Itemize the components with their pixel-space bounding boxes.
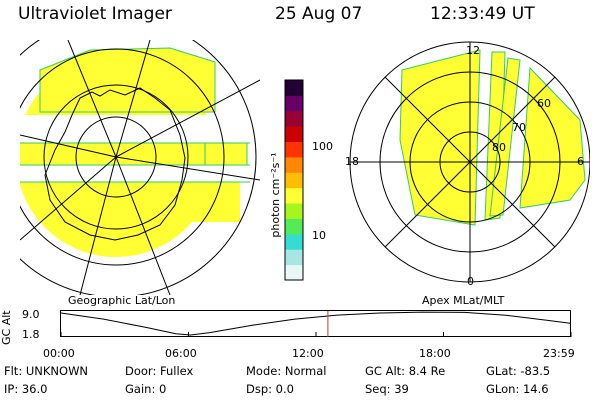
lat-80-label: 80 xyxy=(492,141,506,154)
right-swath-1 xyxy=(399,49,481,226)
colorbar-segment xyxy=(285,264,303,281)
right-swath-3 xyxy=(489,57,521,217)
mlt-0-label: 0 xyxy=(467,275,474,288)
lat-70-label: 70 xyxy=(512,121,526,134)
xtick-0600: 06:00 xyxy=(165,347,197,360)
altitude-ytick-bottom: 1.8 xyxy=(22,328,40,341)
xtick-0000: 00:00 xyxy=(43,347,75,360)
colorbar-segment xyxy=(285,233,303,250)
info-ip: IP: 36.0 xyxy=(4,382,48,396)
colorbar-segment xyxy=(285,187,303,204)
colorbar-segment xyxy=(285,110,303,127)
colorbar-segment xyxy=(285,203,303,219)
colorbar-segment xyxy=(285,249,303,266)
altitude-curve xyxy=(60,311,572,336)
left-map-caption: Geographic Lat/Lon xyxy=(68,294,176,307)
time-label: 12:33:49 UT xyxy=(430,4,535,24)
page-title: Ultraviolet Imager xyxy=(18,4,172,24)
colorbar-segment xyxy=(285,95,303,112)
colorbar-segment xyxy=(285,141,303,158)
colorbar-segment xyxy=(285,172,303,189)
colorbar-tick-10: 10 xyxy=(312,229,326,242)
altitude-ylabel: GC Alt xyxy=(0,310,13,345)
info-door: Door: Fullex xyxy=(125,364,194,378)
info-gain: Gain: 0 xyxy=(125,382,167,396)
info-mode: Mode: Normal xyxy=(246,364,327,378)
apex-map xyxy=(349,41,590,283)
right-map-caption: Apex MLat/MLT xyxy=(422,294,505,307)
colorbar: photon cm⁻²s⁻¹ xyxy=(269,79,304,281)
xtick-1200: 12:00 xyxy=(292,347,324,360)
info-dsp: Dsp: 0.0 xyxy=(246,382,294,396)
mlt-18-label: 18 xyxy=(345,155,359,168)
colorbar-segment xyxy=(285,156,303,173)
info-glat: GLat: -83.5 xyxy=(486,364,551,378)
info-glon: GLon: 14.6 xyxy=(486,382,549,396)
lat-60-label: 60 xyxy=(537,97,551,110)
mlt-12-label: 12 xyxy=(466,44,480,57)
colorbar-segment xyxy=(285,218,303,235)
altitude-plot xyxy=(60,310,572,337)
colorbar-segment xyxy=(285,126,303,143)
geographic-map xyxy=(20,40,260,295)
xtick-2359: 23:59 xyxy=(543,347,575,360)
colorbar-segment xyxy=(285,80,303,96)
date-label: 25 Aug 07 xyxy=(275,4,363,24)
altitude-ytick-top: 9.0 xyxy=(22,308,40,321)
colorbar-label: photon cm⁻²s⁻¹ xyxy=(269,152,282,237)
coastline xyxy=(44,87,186,241)
info-seq: Seq: 39 xyxy=(365,382,409,396)
info-flt: Flt: UNKNOWN xyxy=(4,364,89,378)
mlt-6-label: 6 xyxy=(577,155,584,168)
info-gc-alt: GC Alt: 8.4 Re xyxy=(365,364,446,378)
right-swath-4 xyxy=(519,66,586,209)
colorbar-tick-100: 100 xyxy=(312,140,333,153)
xtick-1800: 18:00 xyxy=(419,347,451,360)
